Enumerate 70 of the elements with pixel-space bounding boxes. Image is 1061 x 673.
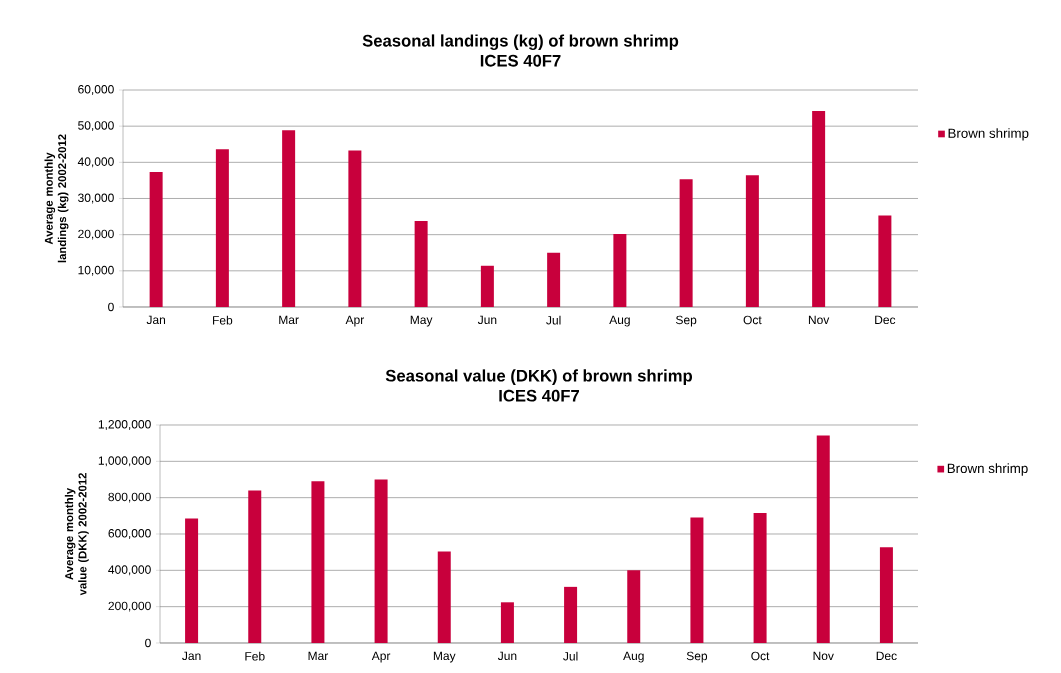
y-tick-label: 600,000 bbox=[108, 529, 151, 539]
x-tick-label: Dec bbox=[875, 315, 896, 325]
bar bbox=[745, 175, 759, 307]
y-tick-label: 1,000,000 bbox=[98, 456, 151, 467]
x-tick-label: Feb bbox=[213, 315, 233, 325]
bar bbox=[627, 570, 641, 643]
y-tick-label: 0 bbox=[145, 638, 151, 648]
y-tick-label: 20,000 bbox=[78, 229, 114, 240]
bar bbox=[690, 517, 704, 643]
chart-subtitle: ICES 40F7 bbox=[480, 54, 561, 67]
legend-label: Brown shrimp bbox=[948, 128, 1029, 141]
y-tick-label: 60,000 bbox=[78, 85, 114, 95]
bar bbox=[311, 481, 325, 643]
bar bbox=[812, 110, 826, 307]
bar bbox=[753, 513, 767, 643]
y-tick-label: 0 bbox=[108, 302, 114, 312]
x-tick-label: Mar bbox=[279, 315, 299, 325]
bar bbox=[282, 130, 296, 307]
bar bbox=[149, 172, 163, 307]
y-axis-title: Average monthly landings (kg) 2002-2012 bbox=[44, 134, 69, 263]
x-tick-label: Apr bbox=[345, 315, 365, 327]
bar bbox=[679, 179, 693, 307]
x-tick-label: Jun bbox=[497, 651, 517, 661]
bar bbox=[480, 265, 494, 307]
legend-label: Brown shrimp bbox=[947, 463, 1028, 476]
x-tick-label: Nov bbox=[813, 651, 834, 661]
x-tick-label: Jul bbox=[546, 315, 561, 325]
bar bbox=[437, 551, 451, 643]
y-tick-label: 200,000 bbox=[108, 601, 151, 612]
x-tick-label: May bbox=[433, 651, 456, 663]
x-tick-label: Oct bbox=[751, 651, 770, 661]
bar bbox=[414, 220, 428, 307]
bar bbox=[564, 586, 578, 643]
x-tick-label: Oct bbox=[743, 315, 762, 325]
y-tick-label: 30,000 bbox=[78, 193, 114, 204]
bar bbox=[374, 479, 388, 643]
bar bbox=[248, 490, 262, 643]
x-tick-label: Apr bbox=[371, 651, 391, 663]
bar bbox=[816, 435, 830, 643]
bar bbox=[879, 547, 893, 643]
x-tick-label: Feb bbox=[245, 651, 265, 661]
bar bbox=[500, 602, 514, 643]
x-tick-label: Jun bbox=[477, 315, 497, 325]
bar bbox=[185, 518, 199, 643]
y-tick-label: 400,000 bbox=[108, 565, 151, 576]
x-tick-label: Aug bbox=[609, 315, 630, 327]
x-tick-label: Dec bbox=[876, 651, 897, 661]
x-tick-label: Sep bbox=[676, 315, 697, 327]
bar bbox=[547, 252, 561, 307]
chart-title: Seasonal landings (kg) of brown shrimp bbox=[362, 34, 679, 50]
y-tick-label: 10,000 bbox=[78, 265, 114, 276]
x-tick-label: Jul bbox=[563, 651, 578, 661]
y-axis-title: Average monthly value (DKK) 2002-2012 bbox=[64, 473, 89, 596]
y-tick-label: 50,000 bbox=[78, 121, 114, 132]
x-tick-label: Mar bbox=[308, 651, 329, 661]
bar bbox=[348, 150, 362, 307]
bar bbox=[613, 233, 627, 307]
chart-title: Seasonal value (DKK) of brown shrimp bbox=[385, 369, 693, 385]
x-tick-label: Nov bbox=[808, 315, 830, 325]
bar bbox=[215, 149, 229, 307]
y-tick-label: 1,200,000 bbox=[98, 420, 151, 430]
x-tick-label: May bbox=[410, 315, 433, 327]
y-tick-label: 800,000 bbox=[108, 492, 151, 503]
x-tick-label: Jan bbox=[146, 315, 166, 325]
x-tick-label: Jan bbox=[182, 651, 201, 661]
bar bbox=[878, 215, 892, 307]
x-tick-label: Sep bbox=[686, 651, 708, 663]
x-tick-label: Aug bbox=[623, 651, 644, 663]
y-tick-label: 40,000 bbox=[77, 157, 114, 168]
chart-subtitle: ICES 40F7 bbox=[499, 389, 580, 402]
